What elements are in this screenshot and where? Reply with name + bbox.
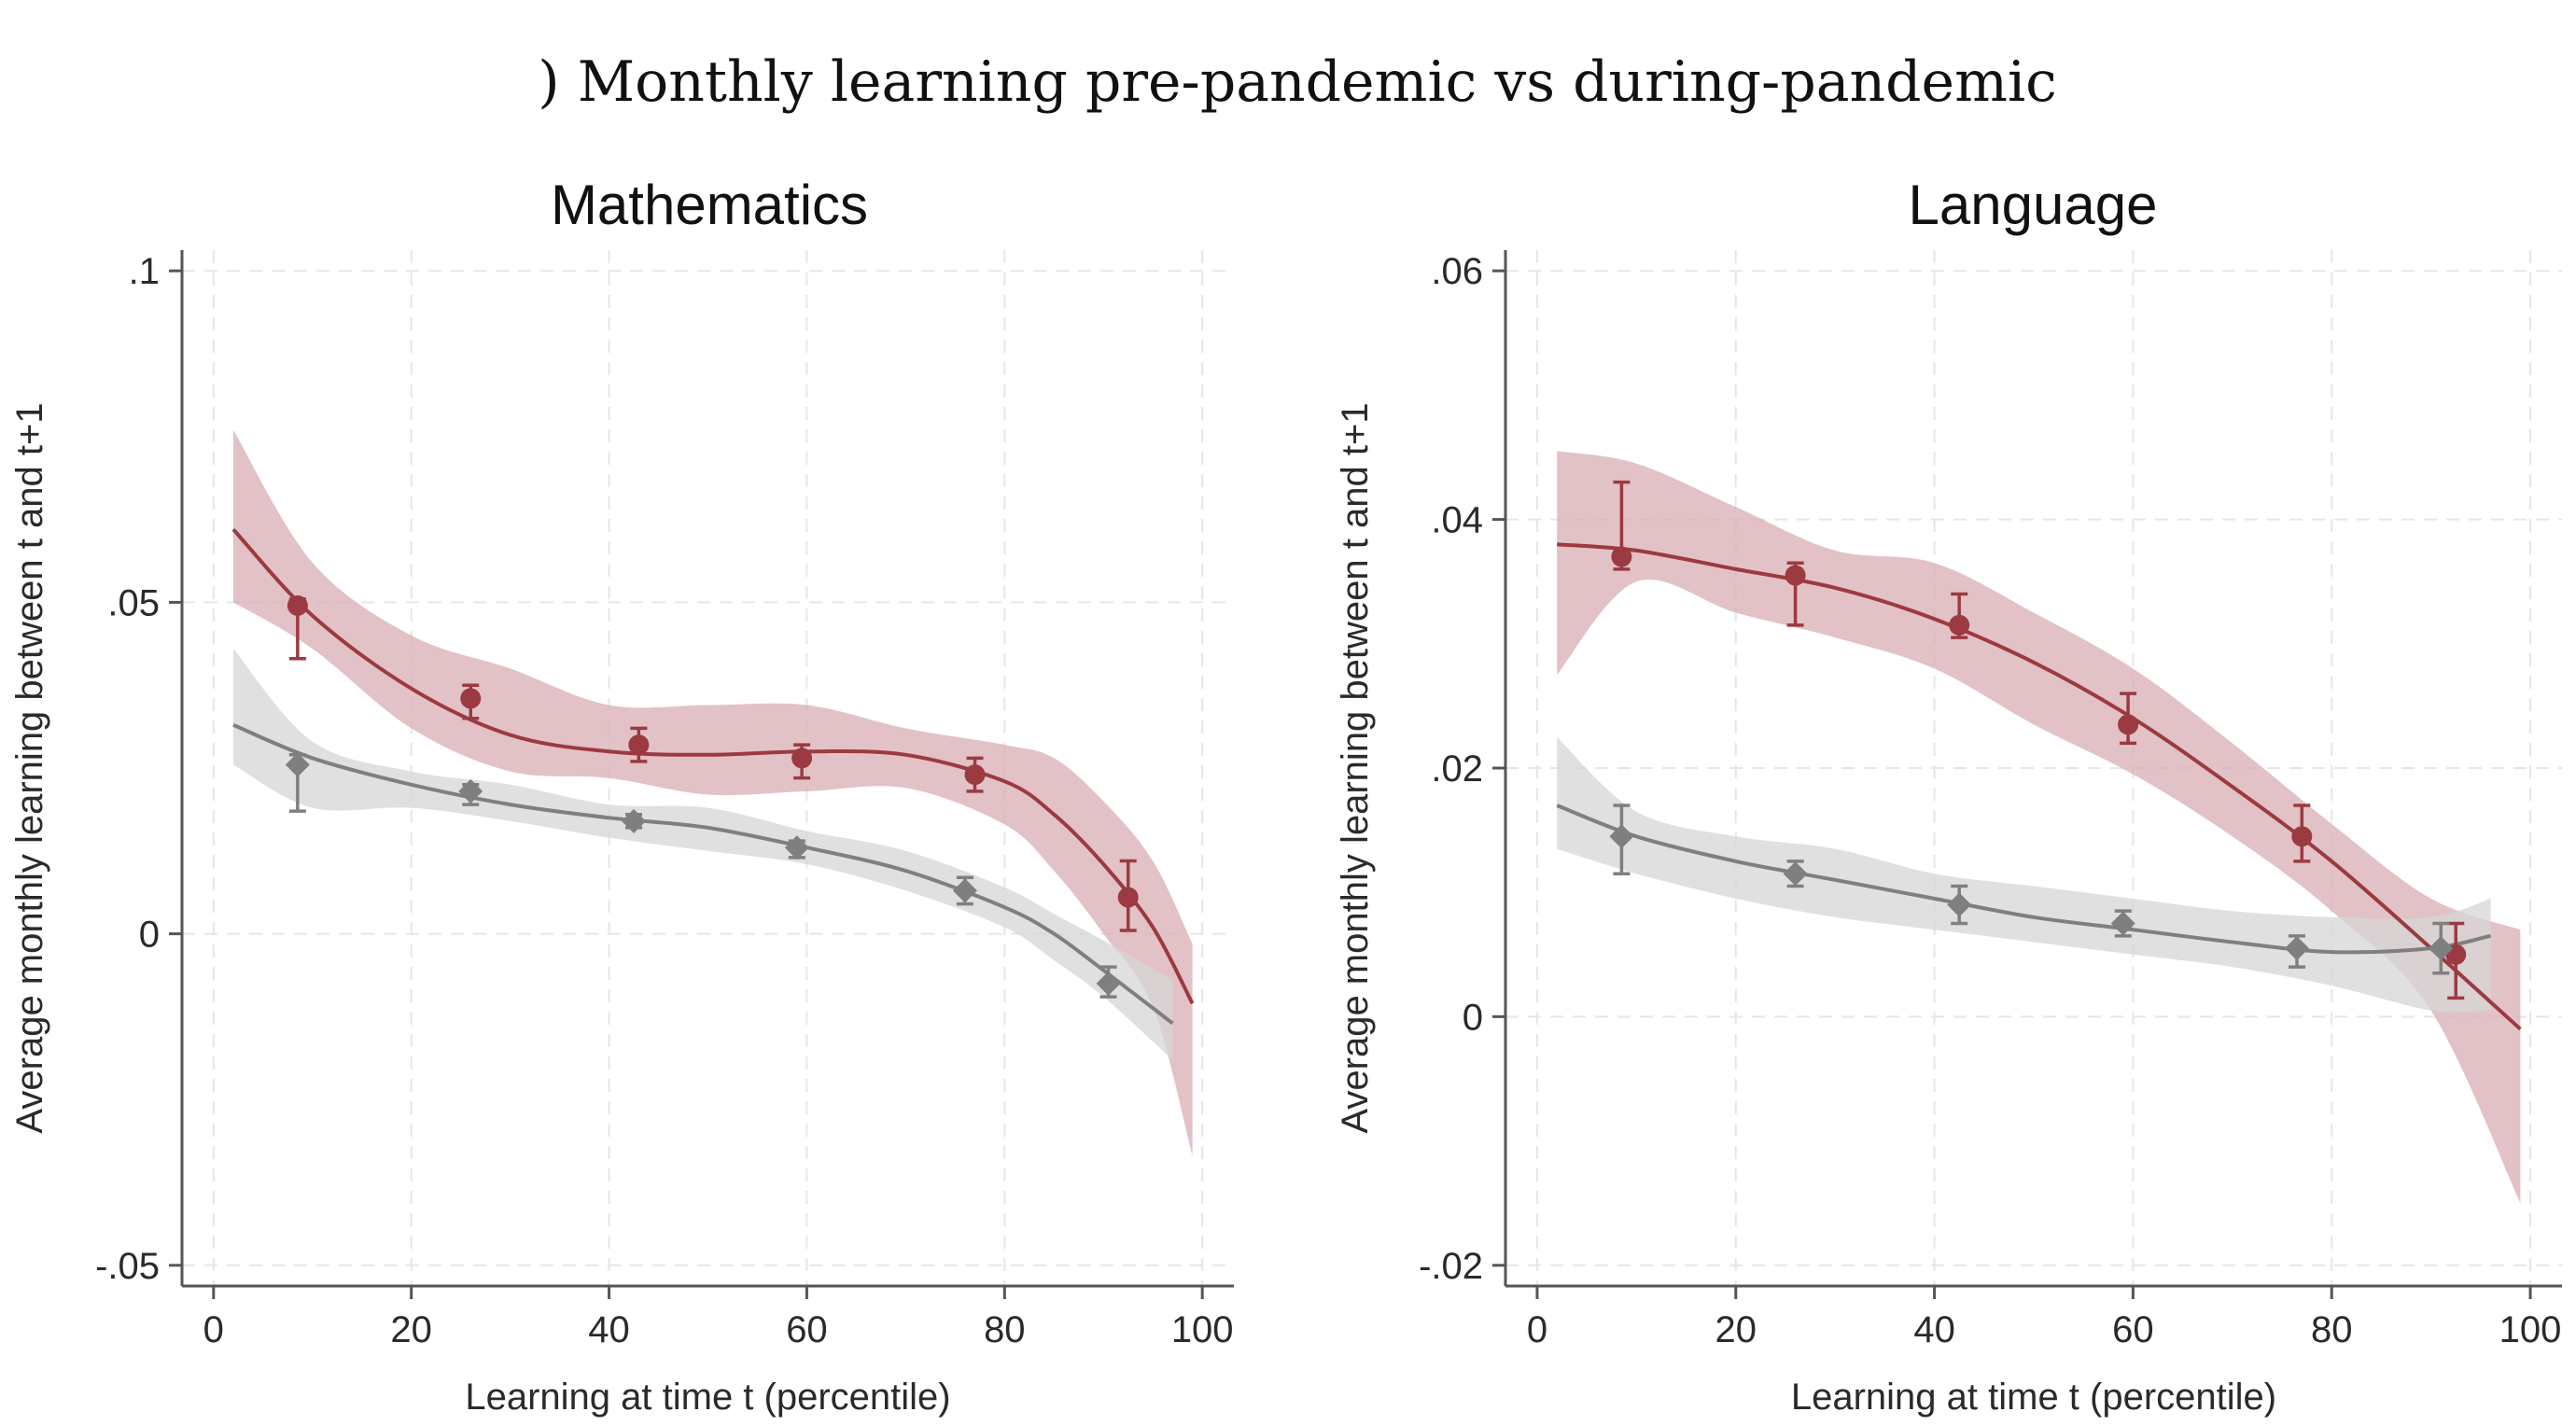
data-point-lang-1-5 xyxy=(2429,936,2454,961)
data-point-lang-0-3 xyxy=(2118,714,2139,735)
x-axis-label-math: Learning at time t (percentile) xyxy=(465,1377,950,1418)
y-tick-label-math-0: -.05 xyxy=(95,1246,160,1287)
y-tick-label-math-3: .1 xyxy=(129,251,160,292)
data-point-lang-0-2 xyxy=(1949,614,1970,636)
data-point-lang-1-2 xyxy=(1947,892,1972,917)
data-point-lang-1-1 xyxy=(1783,861,1808,887)
x-tick-label-lang-0: 0 xyxy=(1527,1309,1547,1350)
y-axis-label-lang: Average monthly learning between t and t… xyxy=(1335,402,1376,1133)
y-tick-label-lang-1: 0 xyxy=(1463,997,1483,1038)
x-axis-label-lang: Learning at time t (percentile) xyxy=(1791,1377,2276,1418)
data-point-lang-0-0 xyxy=(1611,546,1632,567)
x-tick-label-math-4: 80 xyxy=(984,1309,1026,1350)
x-tick-label-lang-5: 100 xyxy=(2499,1309,2562,1350)
x-tick-label-lang-2: 40 xyxy=(1913,1309,1955,1350)
data-point-lang-0-4 xyxy=(2291,826,2313,847)
y-tick-label-lang-4: .06 xyxy=(1431,251,1483,292)
data-point-math-1-4 xyxy=(952,878,977,903)
data-point-math-0-3 xyxy=(791,748,813,769)
y-tick-label-lang-2: .02 xyxy=(1431,748,1483,790)
data-point-math-1-5 xyxy=(1096,971,1121,996)
data-point-lang-1-4 xyxy=(2284,936,2309,961)
data-point-math-0-5 xyxy=(1117,887,1139,908)
y-tick-label-math-2: .05 xyxy=(107,582,160,623)
fit-line-math-0 xyxy=(231,527,1195,1005)
panel-title-math: Mathematics xyxy=(551,174,868,236)
data-point-math-0-0 xyxy=(287,594,308,616)
panel-title-lang: Language xyxy=(1909,174,2158,236)
data-point-math-1-1 xyxy=(458,778,483,804)
data-point-math-1-2 xyxy=(622,808,647,833)
y-tick-label-math-1: 0 xyxy=(139,915,160,956)
fit-line-lang-0 xyxy=(1557,542,2522,1031)
figure-suptitle: ) Monthly learning pre-pandemic vs durin… xyxy=(538,49,2057,115)
x-tick-label-math-0: 0 xyxy=(203,1309,224,1350)
data-point-math-0-1 xyxy=(460,688,482,709)
panel-language: Language 0 20 40 60 80 100 -.02 0 .02 .04 .06 Learni… xyxy=(1335,174,2562,1418)
x-tick-label-lang-3: 60 xyxy=(2112,1309,2154,1350)
ci-band-lang-0 xyxy=(1557,451,2521,1204)
ci-band-math-0 xyxy=(233,429,1193,1156)
data-point-math-1-3 xyxy=(784,835,809,860)
x-tick-label-math-1: 20 xyxy=(390,1309,432,1350)
fit-line-math-1 xyxy=(232,722,1174,1026)
data-point-lang-0-1 xyxy=(1785,565,1806,586)
x-tick-label-lang-4: 80 xyxy=(2311,1309,2353,1350)
x-tick-label-math-2: 40 xyxy=(588,1309,630,1350)
y-tick-label-lang-3: .04 xyxy=(1431,500,1483,541)
data-point-math-1-0 xyxy=(285,752,310,777)
fit-line-lang-1 xyxy=(1556,804,2491,955)
data-point-lang-1-0 xyxy=(1609,824,1634,849)
x-tick-label-math-3: 60 xyxy=(786,1309,828,1350)
data-point-lang-1-3 xyxy=(2110,911,2135,936)
data-point-math-0-2 xyxy=(628,734,650,756)
y-tick-label-lang-0: -.02 xyxy=(1419,1246,1483,1287)
y-axis-label-math: Average monthly learning between t and t… xyxy=(9,402,50,1133)
data-point-math-0-4 xyxy=(964,764,986,786)
panel-mathematics: Mathematics 0 20 40 60 80 100 -.05 0 .05 .1 Learnin… xyxy=(9,174,1234,1418)
x-tick-label-lang-1: 20 xyxy=(1715,1309,1757,1350)
x-tick-label-math-5: 100 xyxy=(1171,1309,1234,1350)
